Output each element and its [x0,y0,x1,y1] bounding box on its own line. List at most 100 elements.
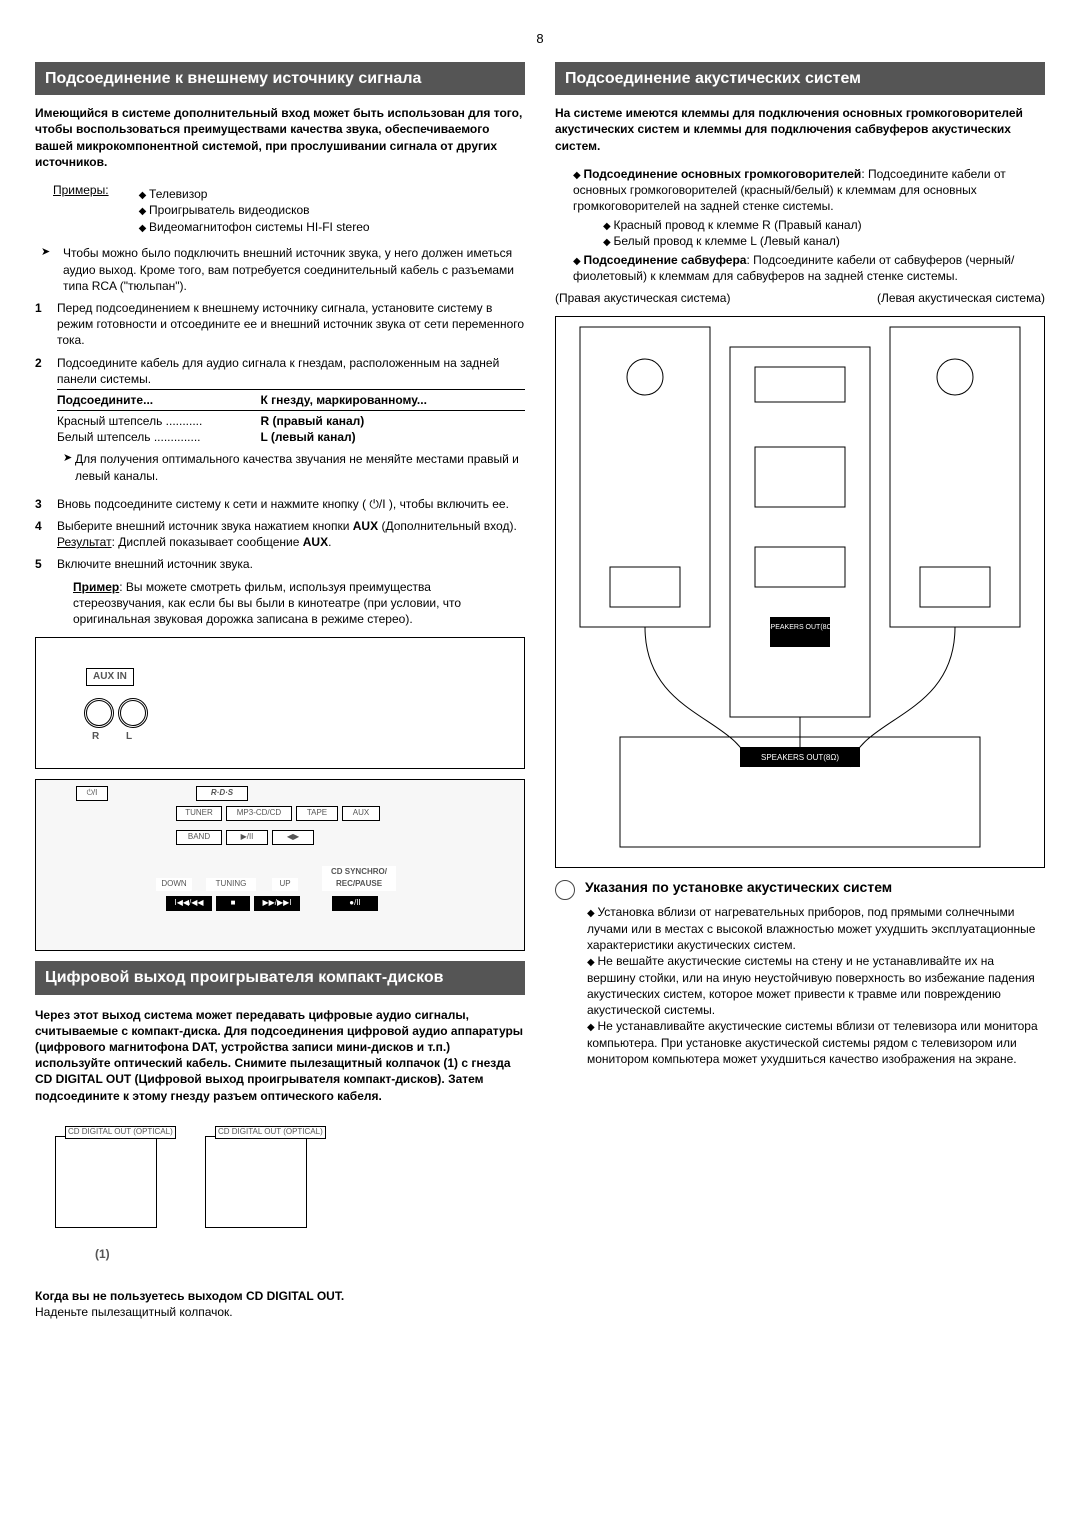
step-4-aux: AUX [353,519,378,533]
result-aux: AUX [303,535,328,549]
section-heading-digital-out: Цифровой выход проигрывателя компакт-дис… [35,961,525,995]
digital-out-text: Через этот выход система может передават… [35,1007,525,1104]
prev-button: I◀◀/◀◀ [166,896,212,911]
ffwd-rew-button: ◀▶ [272,830,314,845]
table-header: Подсоедините... К гнезду, маркированному… [57,392,525,408]
page-number: 8 [35,30,1045,48]
aux-in-diagram: AUX IN R L [35,637,525,769]
tip-item: Не устанавливайте акустические системы в… [587,1018,1045,1067]
cell: Белый штепсель .............. [57,429,260,445]
callout-1: (1) [95,1246,110,1262]
note-text: Наденьте пылезащитный колпачок. [35,1305,233,1319]
speaker-diagram-svg: SPEAKERS OUT(8Ω) SPEAKERS OUT(8Ω) [556,317,1044,867]
example-text: : Вы можете смотреть фильм, используя пр… [73,580,461,626]
optical-label-1: CD DIGITAL OUT (OPTICAL) [65,1126,176,1139]
rec-pause-label: REC/PAUSE [322,878,396,891]
tuner-button: TUNER [176,806,222,821]
step-1-text: Перед подсоединением к внешнему источник… [57,300,525,349]
speaker-connect-list: Подсоединение основных громкоговорителей… [555,166,1045,285]
jack-l-icon [118,698,148,728]
tuning-label: TUNING [206,878,256,891]
right-column: Подсоединение акустических систем На сис… [555,58,1045,1333]
tips-title: Указания по установке акустических систе… [585,878,892,897]
optical-label-2: CD DIGITAL OUT (OPTICAL) [215,1126,326,1139]
step-3-text: Вновь подсоедините систему к сети и нажм… [57,496,525,512]
svg-text:SPEAKERS OUT(8Ω): SPEAKERS OUT(8Ω) [761,753,839,762]
cell: L (левый канал) [260,429,525,445]
rds-label: R·D·S [196,786,248,801]
two-column-layout: Подсоединение к внешнему источнику сигна… [35,58,1045,1333]
svg-text:SPEAKERS OUT(8Ω): SPEAKERS OUT(8Ω) [766,624,834,631]
step-2-note: Для получения оптимального качества звуч… [57,451,525,483]
sub-list: Красный провод к клемме R (Правый канал)… [573,217,1045,250]
power-icon: ⏻/I [76,786,108,801]
aux-intro: Имеющийся в системе дополнительный вход … [35,105,525,170]
steps-list: 1Перед подсоединением к внешнему источни… [35,300,525,573]
main-speakers-lead: Подсоединение основных громкоговорителей [583,167,861,181]
examples-label: Примеры: [53,182,109,240]
examples-block: Примеры: Телевизор Проигрыватель видеоди… [53,182,525,240]
tips-list: Установка вблизи от нагревательных прибо… [569,904,1045,1067]
step-5-text: Включите внешний источник звука. [57,556,525,572]
step-4-text: Выберите внешний источник звука нажатием… [57,518,525,550]
sub-item: Красный провод к клемме R (Правый канал) [603,217,1045,234]
section-heading-speakers: Подсоединение акустических систем [555,62,1045,96]
step-2-line: Подсоедините кабель для аудио сигнала к … [57,356,499,386]
aux-in-label: AUX IN [86,668,134,686]
examples-list: Телевизор Проигрыватель видеодисков Виде… [139,186,370,236]
next-button: ▶▶/▶▶I [254,896,300,911]
result-text: : Дисплей показывает сообщение [112,535,303,549]
note-arrow: Чтобы можно было подключить внешний исто… [35,245,525,294]
aux-button: AUX [342,806,380,821]
rec-button: ●/II [332,896,378,911]
result-label: Результат [57,535,112,549]
table-row: Красный штепсель ........... R (правый к… [57,413,525,429]
band-button: BAND [176,830,222,845]
step-4: 4 Выберите внешний источник звука нажати… [35,518,525,550]
l-label: L [126,730,132,744]
list-item: Подсоединение сабвуфера: Подсоедините ка… [573,252,1045,285]
cd-synchro-label: CD SYNCHRO/ [322,866,396,879]
tip-item: Установка вблизи от нагревательных прибо… [587,904,1045,953]
step-4a: Выберите внешний источник звука нажатием… [57,519,353,533]
list-item: Подсоединение основных громкоговорителей… [573,166,1045,250]
control-panel-diagram: ⏻/I R·D·S TUNER MP3-CD/CD TAPE AUX BAND … [35,779,525,951]
r-label: R [92,730,99,744]
table-h2: К гнезду, маркированному... [260,392,525,408]
step-2: 2 Подсоедините кабель для аудио сигнала … [35,355,525,490]
speaker-labels-row: (Правая акустическая система) (Левая аку… [555,290,1045,306]
cell: Красный штепсель ........... [57,413,260,429]
tip-item: Не вешайте акустические системы на стену… [587,953,1045,1018]
step-1: 1Перед подсоединением к внешнему источни… [35,300,525,349]
mp3cd-button: MP3-CD/CD [226,806,292,821]
speakers-intro: На системе имеются клеммы для подключени… [555,105,1045,154]
up-label: UP [272,878,298,891]
cell: R (правый канал) [260,413,525,429]
table-row: Белый штепсель .............. L (левый к… [57,429,525,445]
step-5: 5Включите внешний источник звука. [35,556,525,572]
left-column: Подсоединение к внешнему источнику сигна… [35,58,525,1333]
stop-button: ■ [216,896,250,911]
example-item: Проигрыватель видеодисков [139,202,370,219]
speaker-wiring-diagram: SPEAKERS OUT(8Ω) SPEAKERS OUT(8Ω) [555,316,1045,868]
table-h1: Подсоедините... [57,392,260,408]
sub-item: Белый провод к клемме L (Левый канал) [603,233,1045,250]
play-pause-button: ▶/II [226,830,268,845]
page: 8 Подсоединение к внешнему источнику сиг… [0,0,1080,1362]
info-icon [555,880,575,900]
tips-header: Указания по установке акустических систе… [555,878,1045,900]
step-4b: (Дополнительный вход). [378,519,517,533]
subwoofer-lead: Подсоединение сабвуфера [583,253,746,267]
section-heading-aux: Подсоединение к внешнему источнику сигна… [35,62,525,96]
example-note: Пример: Вы можете смотреть фильм, исполь… [73,579,525,628]
example-item: Телевизор [139,186,370,203]
right-speaker-label: (Правая акустическая система) [555,290,730,306]
down-label: DOWN [156,878,192,891]
step-3: 3Вновь подсоедините систему к сети и наж… [35,496,525,512]
digital-out-note: Когда вы не пользуетесь выходом CD DIGIT… [35,1288,525,1320]
example-item: Видеомагнитофон системы HI-FI stereo [139,219,370,236]
example-label: Пример [73,580,119,594]
tape-button: TAPE [296,806,338,821]
optical-out-diagram: CD DIGITAL OUT (OPTICAL) CD DIGITAL OUT … [35,1116,329,1276]
left-speaker-label: (Левая акустическая система) [877,290,1045,306]
